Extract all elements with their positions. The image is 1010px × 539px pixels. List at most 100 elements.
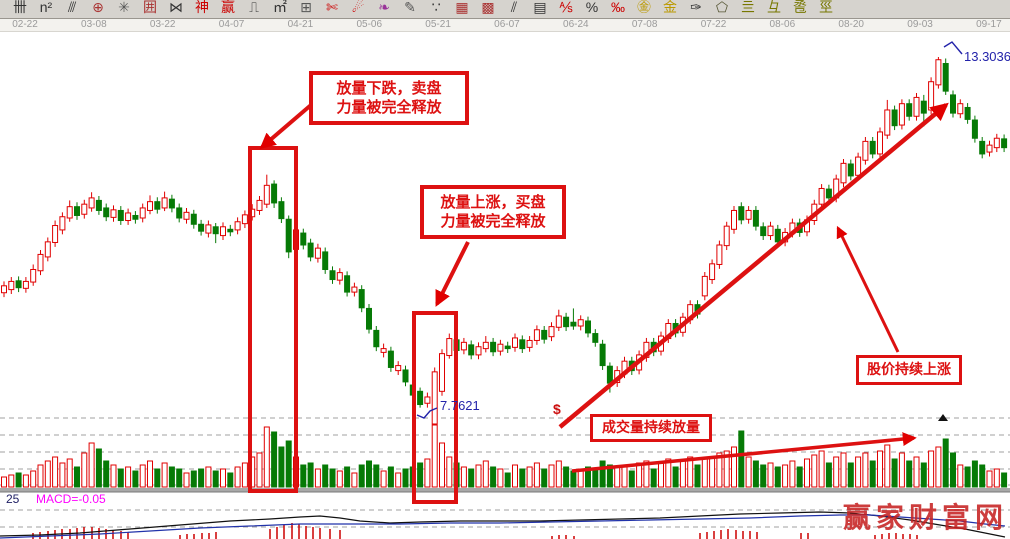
- toolbar-icon[interactable]: ⋈: [169, 0, 183, 15]
- toolbar-icon[interactable]: 赢: [221, 0, 235, 15]
- toolbar-icon[interactable]: ✎: [404, 0, 416, 15]
- volume-bar: [782, 464, 789, 488]
- toolbar-icon[interactable]: 巠: [819, 0, 833, 15]
- trend-arrow[interactable]: [435, 241, 470, 307]
- toolbar-icon[interactable]: ✳: [118, 0, 130, 15]
- toolbar-icon[interactable]: 亖: [741, 0, 755, 15]
- toolbar-icon[interactable]: ⫻: [67, 0, 77, 15]
- annotation-box-price-rising[interactable]: 股价持续上涨: [856, 355, 962, 385]
- candle-body: [928, 81, 935, 111]
- candle-body: [44, 241, 51, 258]
- volume-bar: [731, 446, 737, 488]
- toolbar-icon[interactable]: ⎍: [249, 0, 259, 15]
- volume-bar: [198, 468, 205, 488]
- volume-bar: [650, 468, 657, 488]
- volume-bar: [329, 468, 336, 488]
- date-axis-label: 08-06: [769, 19, 796, 30]
- trend-arrow[interactable]: [836, 225, 900, 353]
- candle-body: [891, 109, 898, 127]
- volume-bar: [366, 460, 372, 488]
- volume-layer: [1, 424, 1008, 488]
- toolbar-icon[interactable]: ▦: [455, 0, 469, 15]
- volume-bar: [971, 460, 978, 488]
- volume-bar: [869, 460, 876, 488]
- date-axis-label: 09-17: [976, 19, 1002, 30]
- volume-bar: [183, 472, 190, 488]
- candle-body: [74, 206, 80, 216]
- volume-bar: [475, 464, 482, 488]
- trend-arrow[interactable]: [571, 432, 917, 473]
- volume-bar: [541, 468, 548, 488]
- candle-body: [979, 140, 986, 155]
- candle-body: [898, 103, 905, 126]
- toolbar-icon[interactable]: ⊞: [300, 0, 312, 15]
- annotation-box-volume-increasing[interactable]: 成交量持续放量: [590, 414, 712, 442]
- toolbar-icon[interactable]: ✄: [326, 0, 338, 15]
- date-axis-label: 09-03: [907, 19, 933, 30]
- price-callout-line: [943, 41, 963, 55]
- candle-body: [205, 224, 212, 234]
- candle-body: [37, 253, 44, 272]
- toolbar-icon[interactable]: ▤: [533, 0, 547, 15]
- candle-body: [541, 329, 548, 340]
- toolbar-icon[interactable]: 卌: [13, 0, 27, 15]
- toolbar-icon[interactable]: ⬠: [715, 0, 729, 15]
- toolbar-icon[interactable]: ⅍: [559, 0, 573, 15]
- volume-bar: [1001, 472, 1008, 488]
- toolbar-icon[interactable]: %: [585, 0, 599, 15]
- toolbar-icon[interactable]: 神: [195, 0, 209, 15]
- toolbar-icon[interactable]: ‰: [611, 0, 625, 15]
- toolbar-icon[interactable]: ☄: [351, 0, 365, 15]
- toolbar-icon[interactable]: ✑: [690, 0, 702, 15]
- date-axis-label: 05-06: [356, 19, 383, 30]
- volume-bar: [993, 468, 1000, 488]
- macd-layer: [0, 511, 1006, 539]
- volume-bar: [256, 452, 263, 488]
- volume-bar: [285, 440, 292, 488]
- toolbar-icon[interactable]: 彑: [767, 0, 781, 15]
- panel-separator[interactable]: [0, 488, 1010, 492]
- date-axis-label: 06-24: [563, 19, 589, 30]
- date-axis-label: 07-08: [631, 19, 658, 30]
- volume-bar: [723, 450, 730, 488]
- volume-bar: [811, 454, 818, 488]
- trend-arrow[interactable]: [558, 102, 949, 429]
- volume-bar: [533, 462, 540, 488]
- annotation-text: 股价持续上涨: [867, 361, 951, 377]
- volume-bar: [139, 464, 146, 488]
- toolbar-icon[interactable]: 囲: [143, 0, 157, 15]
- toolbar-icon[interactable]: ㊎: [637, 0, 651, 15]
- candle-body: [957, 103, 964, 115]
- toolbar-icon[interactable]: ∵: [431, 0, 441, 15]
- date-axis-label: 04-21: [287, 19, 314, 30]
- toolbar-icon[interactable]: ❧: [378, 0, 390, 15]
- toolbar-icon[interactable]: ㎡: [273, 0, 287, 15]
- candle-body: [300, 232, 307, 246]
- annotation-box-volume-rise[interactable]: 放量上涨，买盘 力量被完全释放: [420, 185, 566, 240]
- annotation-text: 放量上涨，买盘: [440, 194, 546, 211]
- candle-body: [497, 343, 504, 352]
- toolbar-icon[interactable]: ⫽: [510, 0, 518, 15]
- candle-body: [555, 315, 562, 328]
- highlight-rect[interactable]: [412, 311, 458, 504]
- annotation-box-volume-decline[interactable]: 放量下跌，卖盘 力量被完全释放: [309, 71, 469, 126]
- candle-body: [336, 272, 343, 281]
- trend-arrow[interactable]: [259, 103, 313, 150]
- volume-bar: [460, 466, 467, 488]
- volume-bar: [446, 456, 453, 488]
- volume-bar: [344, 466, 351, 488]
- toolbar-icon[interactable]: ▩: [481, 0, 495, 15]
- macd-value-label[interactable]: MACD=-0.05: [36, 492, 106, 506]
- toolbar-icon[interactable]: 金: [663, 0, 677, 15]
- volume-bar: [322, 464, 329, 488]
- volume-bar: [468, 468, 475, 488]
- volume-bar: [957, 464, 964, 488]
- toolbar-icon[interactable]: ⊕: [92, 0, 104, 15]
- toolbar-icon[interactable]: n²: [39, 0, 53, 15]
- volume-bar: [15, 472, 22, 488]
- volume-bar: [986, 470, 993, 488]
- volume-bar: [658, 462, 664, 488]
- volume-bar: [336, 470, 343, 488]
- toolbar-icon[interactable]: 卺: [793, 0, 807, 15]
